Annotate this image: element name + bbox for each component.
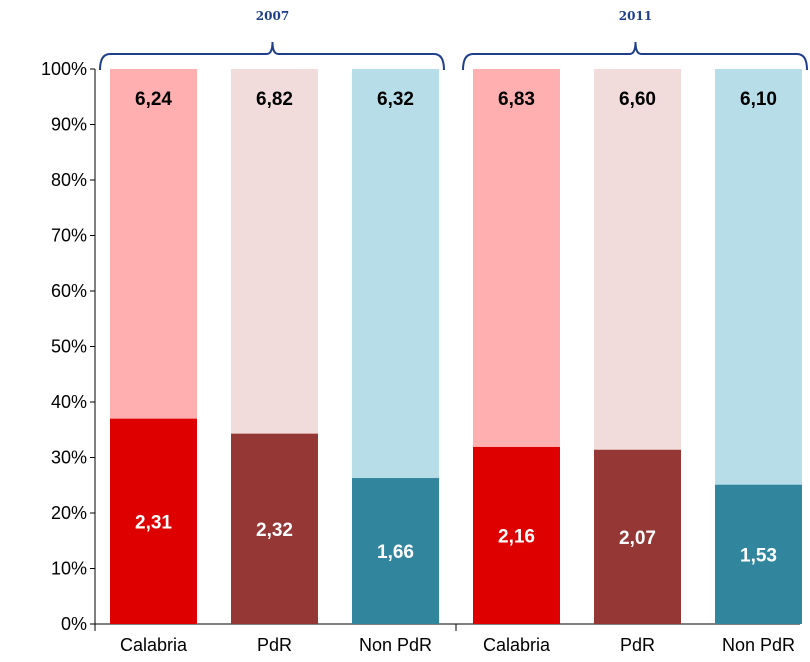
group-label: 2007 <box>256 9 289 23</box>
category-label: Non PdR <box>722 635 795 655</box>
category-label: Non PdR <box>359 635 432 655</box>
bar-segment-top <box>715 69 802 485</box>
top-value-label: 6,32 <box>377 89 414 110</box>
bar-segment-bottom <box>231 433 318 624</box>
bottom-value-label: 1,53 <box>740 545 777 566</box>
bottom-value-label: 1,66 <box>377 542 414 563</box>
data-labels: 6,24 2,31 6,82 2,32 6,32 1,66 6,83 2,16 6,60 2,07… <box>135 89 777 566</box>
y-tick-label: 80% <box>51 170 87 190</box>
bottom-value-label: 2,31 <box>135 512 172 533</box>
y-tick-label: 30% <box>51 448 87 468</box>
bar-segment-bottom <box>473 446 560 624</box>
bar-segment-top <box>594 69 681 450</box>
y-tick-label: 0% <box>61 614 87 634</box>
top-value-label: 6,24 <box>135 89 172 110</box>
top-value-label: 6,10 <box>740 89 777 110</box>
y-tick-label: 60% <box>51 281 87 301</box>
category-label: PdR <box>620 635 655 655</box>
group-brackets: 2007 2011 <box>99 9 808 71</box>
group-label: 2011 <box>619 9 652 23</box>
category-label: Calabria <box>483 635 551 655</box>
y-tick-label: 50% <box>51 337 87 357</box>
category-label: PdR <box>257 635 292 655</box>
group-bracket <box>99 41 445 71</box>
bar-segment-bottom <box>110 418 197 624</box>
bars <box>110 69 802 624</box>
y-tick-label: 100% <box>41 59 87 79</box>
y-tick-label: 90% <box>51 115 87 135</box>
category-label: Calabria <box>120 635 188 655</box>
y-tick-label: 20% <box>51 503 87 523</box>
group-bracket <box>462 41 808 71</box>
bar-segment-top <box>473 69 560 447</box>
y-tick-label: 70% <box>51 226 87 246</box>
top-value-label: 6,83 <box>498 89 535 110</box>
axes: 0% 10% 20% 30% 40% 50% 60% 70% 80% 90% 100% Calabri… <box>41 59 800 655</box>
top-value-label: 6,60 <box>619 89 656 110</box>
bar-segment-top <box>231 69 318 434</box>
bar-segment-bottom <box>594 449 681 624</box>
bar-segment-bottom <box>715 484 802 624</box>
bar-segment-bottom <box>352 478 439 624</box>
bottom-value-label: 2,32 <box>256 520 293 541</box>
bottom-value-label: 2,07 <box>619 528 656 549</box>
top-value-label: 6,82 <box>256 89 293 110</box>
bar-segment-top <box>352 69 439 479</box>
y-tick-label: 10% <box>51 559 87 579</box>
bottom-value-label: 2,16 <box>498 526 535 547</box>
y-tick-label: 40% <box>51 392 87 412</box>
bar-segment-top <box>110 69 197 419</box>
